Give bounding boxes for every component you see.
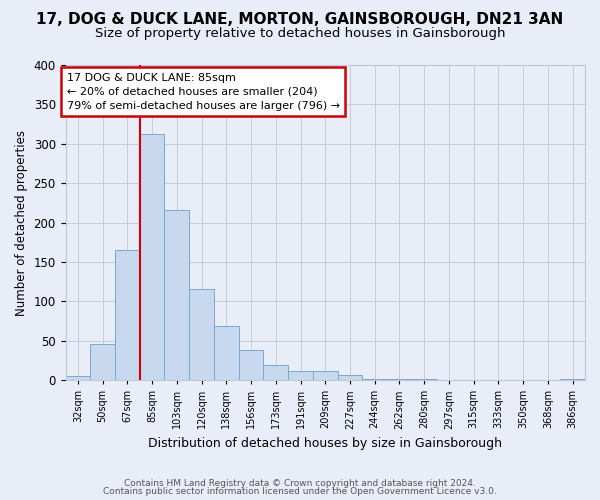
Bar [288, 370, 313, 380]
Text: 17 DOG & DUCK LANE: 85sqm
← 20% of detached houses are smaller (204)
79% of semi: 17 DOG & DUCK LANE: 85sqm ← 20% of detac… [67, 73, 340, 111]
Bar [115, 250, 140, 380]
Bar [214, 326, 239, 380]
Text: Contains public sector information licensed under the Open Government Licence v3: Contains public sector information licen… [103, 487, 497, 496]
Y-axis label: Number of detached properties: Number of detached properties [15, 130, 28, 316]
Bar [65, 376, 90, 380]
X-axis label: Distribution of detached houses by size in Gainsborough: Distribution of detached houses by size … [148, 437, 502, 450]
Bar [140, 134, 164, 380]
Bar [313, 370, 338, 380]
Bar [189, 288, 214, 380]
Bar [164, 210, 189, 380]
Text: Size of property relative to detached houses in Gainsborough: Size of property relative to detached ho… [95, 28, 505, 40]
Bar [90, 344, 115, 380]
Bar [338, 376, 362, 380]
Text: Contains HM Land Registry data © Crown copyright and database right 2024.: Contains HM Land Registry data © Crown c… [124, 478, 476, 488]
Bar [263, 365, 288, 380]
Text: 17, DOG & DUCK LANE, MORTON, GAINSBOROUGH, DN21 3AN: 17, DOG & DUCK LANE, MORTON, GAINSBOROUG… [37, 12, 563, 28]
Bar [239, 350, 263, 380]
